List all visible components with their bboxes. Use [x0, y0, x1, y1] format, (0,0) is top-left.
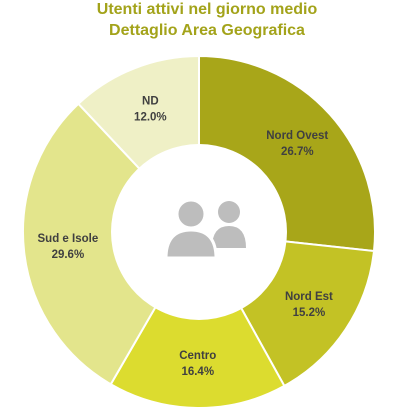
- users-icon: [164, 198, 246, 260]
- value-label: 15.2%: [293, 307, 326, 319]
- slice-label: Centro: [179, 350, 216, 362]
- slice-label: Sud e Isole: [38, 233, 99, 245]
- slice-label: Nord Ovest: [266, 130, 328, 142]
- value-label: 12.0%: [134, 111, 167, 123]
- icon-head: [218, 201, 240, 223]
- slice: [22, 102, 201, 386]
- labels: Nord Ovest 26.7% Nord Est 15.2% Centro 16.4% S…: [38, 95, 334, 378]
- value-label: 29.6%: [52, 249, 85, 261]
- icon-body: [164, 228, 218, 260]
- chart-title: Utenti attivi nel giorno medio: [97, 1, 318, 18]
- slice-label: ND: [142, 95, 159, 107]
- icon-body: [212, 226, 246, 248]
- chart-subtitle: Dettaglio Area Geografica: [109, 22, 305, 39]
- value-label: 26.7%: [281, 146, 314, 158]
- value-label: 16.4%: [181, 366, 214, 378]
- slice-label: Nord Est: [285, 291, 333, 303]
- icon-head: [175, 198, 207, 230]
